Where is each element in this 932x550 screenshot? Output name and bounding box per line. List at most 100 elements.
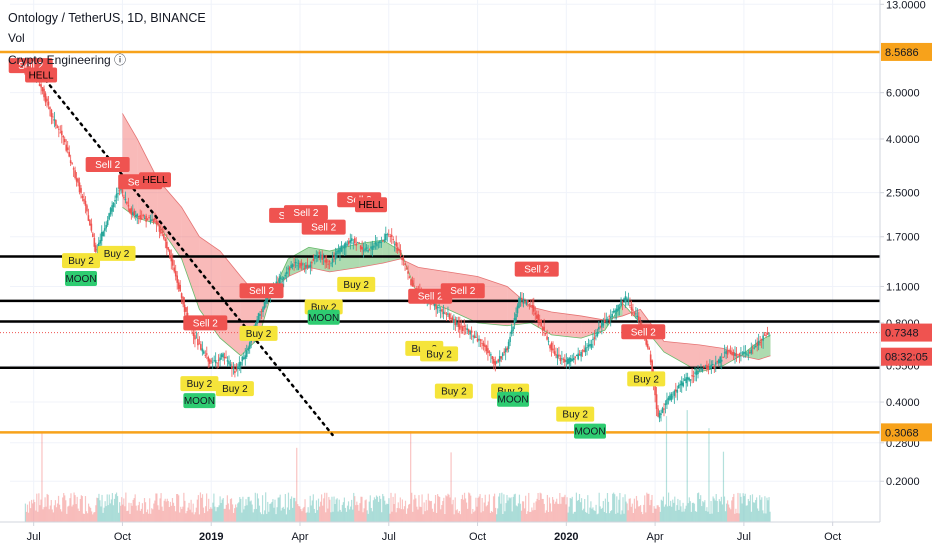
volume-bar: [456, 509, 458, 522]
candle-body: [487, 348, 489, 354]
candle-body: [435, 305, 437, 310]
volume-bar: [80, 495, 82, 522]
volume-bar: [224, 508, 226, 522]
volume-bar: [142, 513, 145, 522]
candle-body: [688, 378, 690, 381]
signal-box: [497, 391, 530, 407]
volume-bar: [522, 501, 525, 522]
volume-bar: [77, 508, 79, 522]
candle-body: [666, 399, 668, 405]
candle-body: [71, 163, 73, 165]
volume-bar: [255, 508, 257, 522]
candle-body: [382, 240, 384, 242]
volume-bar: [343, 497, 345, 522]
candle-body: [717, 359, 720, 364]
volume-bar: [653, 506, 655, 522]
candle-body: [75, 178, 78, 182]
volume-bar: [453, 514, 455, 522]
volume-bar: [514, 493, 516, 522]
volume-bar: [108, 494, 110, 522]
candle-body: [741, 352, 744, 354]
volume-bar: [207, 511, 209, 522]
candle-body: [244, 355, 247, 359]
candle-body: [497, 359, 500, 362]
candle-body: [97, 242, 100, 249]
volume-bar: [75, 504, 77, 522]
signal-box: [239, 325, 278, 341]
volume-bar: [74, 495, 76, 522]
candle-body: [713, 366, 716, 369]
signal-box: [180, 376, 219, 392]
volume-bar: [506, 494, 508, 522]
volume-bar: [337, 511, 339, 522]
volume-bar: [104, 501, 106, 522]
volume-bars: [24, 410, 771, 522]
volume-bar: [310, 505, 312, 522]
volume-bar: [513, 494, 515, 522]
candle-body: [723, 352, 726, 354]
volume-bar: [739, 493, 741, 522]
candle-body: [328, 261, 331, 263]
volume-bar: [364, 500, 366, 522]
candle-body: [500, 356, 503, 359]
candle-body: [734, 353, 736, 356]
candle-body: [710, 364, 713, 369]
candle-body: [519, 298, 522, 303]
volume-bar: [129, 513, 131, 522]
candle-body: [601, 321, 603, 328]
volume-bar: [332, 511, 334, 522]
volume-bar: [248, 496, 250, 522]
volume-bar: [721, 504, 724, 522]
volume-bar: [402, 509, 405, 522]
volume-bar: [192, 503, 194, 522]
volume-bar: [576, 500, 579, 522]
volume-bar: [25, 511, 28, 522]
volume-bar: [257, 498, 260, 522]
volume-bar: [520, 510, 523, 522]
candle-body: [195, 337, 198, 339]
volume-bar: [769, 511, 771, 522]
candle-body: [390, 234, 393, 237]
candle-body: [291, 264, 294, 268]
volume-bar: [316, 510, 319, 522]
volume-bar: [658, 507, 660, 522]
volume-bar: [614, 494, 616, 522]
volume-bar: [394, 493, 396, 522]
volume-bar: [31, 499, 33, 522]
volume-bar: [78, 511, 80, 522]
signal-label: Buy 2: [311, 302, 337, 313]
candle-body: [447, 313, 449, 315]
candle-body: [87, 215, 90, 221]
candle-body: [321, 254, 323, 260]
volume-bar: [195, 507, 197, 522]
volume-bar: [180, 506, 182, 522]
candle-body: [670, 393, 673, 401]
volume-bar: [767, 500, 769, 522]
volume-bar: [578, 493, 581, 522]
candle-body: [720, 359, 723, 362]
candle-body: [245, 350, 248, 357]
volume-bar: [696, 493, 699, 522]
candle-body: [538, 319, 541, 323]
indicator-legend[interactable]: Crypto Engineering ⓘ: [8, 53, 127, 67]
candle-body: [646, 343, 649, 348]
volume-bar: [94, 512, 96, 522]
volume-bar: [102, 512, 104, 522]
volume-bar: [756, 497, 758, 522]
signal-label: MOON: [574, 427, 605, 438]
volume-bar: [135, 505, 137, 522]
candle-body: [695, 370, 698, 375]
volume-bar: [728, 504, 730, 522]
candle-body: [182, 297, 184, 305]
candle-body: [615, 308, 618, 312]
candle-body: [404, 263, 406, 265]
candle-body: [114, 200, 116, 202]
signal-label: MOON: [65, 274, 96, 285]
candle-body: [46, 98, 48, 102]
candle-body: [158, 225, 161, 232]
volume-bar: [415, 498, 417, 522]
candle-body: [663, 408, 665, 410]
volume-bar: [154, 500, 156, 522]
volume-bar: [747, 498, 749, 522]
